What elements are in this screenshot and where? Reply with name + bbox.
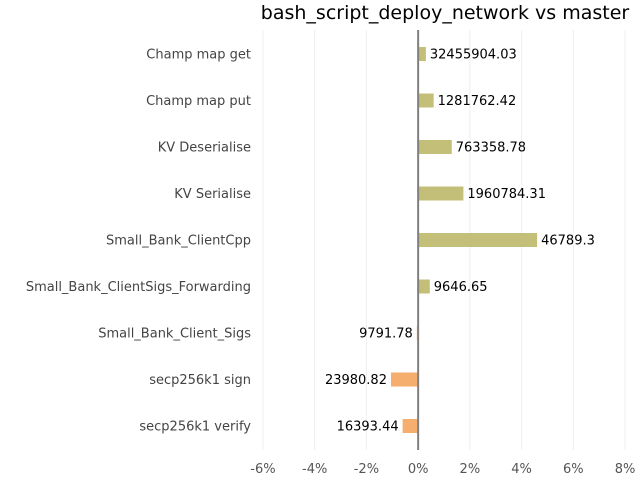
data-label: 763358.78 (456, 141, 526, 156)
bar (402, 419, 419, 433)
chart-title: bash_script_deploy_network vs master (261, 2, 630, 24)
x-tick-label: -6% (250, 462, 275, 477)
x-tick-labels: -6% -4% -2% 0% 2% 4% 6% 8% (250, 462, 635, 477)
x-tick-label: -4% (302, 462, 327, 477)
x-tick-label: 4% (511, 462, 532, 477)
x-tick-label: 2% (460, 462, 481, 477)
bars (390, 30, 538, 450)
data-label: 9791.78 (359, 327, 413, 342)
x-tick-label: 8% (615, 462, 636, 477)
bar (418, 233, 538, 247)
category-label: secp256k1 verify (139, 420, 251, 435)
category-label: Small_Bank_Client_Sigs (98, 327, 251, 342)
data-label: 23980.82 (325, 373, 387, 388)
category-labels: Champ map get Champ map put KV Deserialise… (26, 48, 251, 435)
data-label: 32455904.03 (430, 48, 517, 63)
x-tick-label: 0% (408, 462, 429, 477)
category-label: KV Serialise (174, 187, 251, 202)
category-label: secp256k1 sign (149, 373, 251, 388)
bar (418, 279, 430, 294)
x-tick-label: -2% (354, 462, 379, 477)
bar (418, 47, 426, 61)
data-label: 16393.44 (337, 420, 399, 435)
data-label: 46789.3 (541, 234, 595, 249)
category-label: Champ map get (146, 48, 251, 63)
bar (390, 372, 419, 387)
x-tick-label: 6% (563, 462, 584, 477)
bar (418, 186, 464, 201)
bar (418, 93, 434, 108)
category-label: Small_Bank_ClientCpp (106, 234, 251, 249)
data-label: 9646.65 (434, 280, 488, 295)
data-label: 1960784.31 (467, 187, 546, 202)
data-label: 1281762.42 (438, 94, 517, 109)
category-label: Small_Bank_ClientSigs_Forwarding (26, 280, 251, 295)
category-label: KV Deserialise (158, 141, 251, 156)
category-label: Champ map put (146, 94, 251, 109)
bar (418, 140, 452, 154)
data-labels: 32455904.03 1281762.42 763358.78 1960784.31… (325, 48, 595, 435)
